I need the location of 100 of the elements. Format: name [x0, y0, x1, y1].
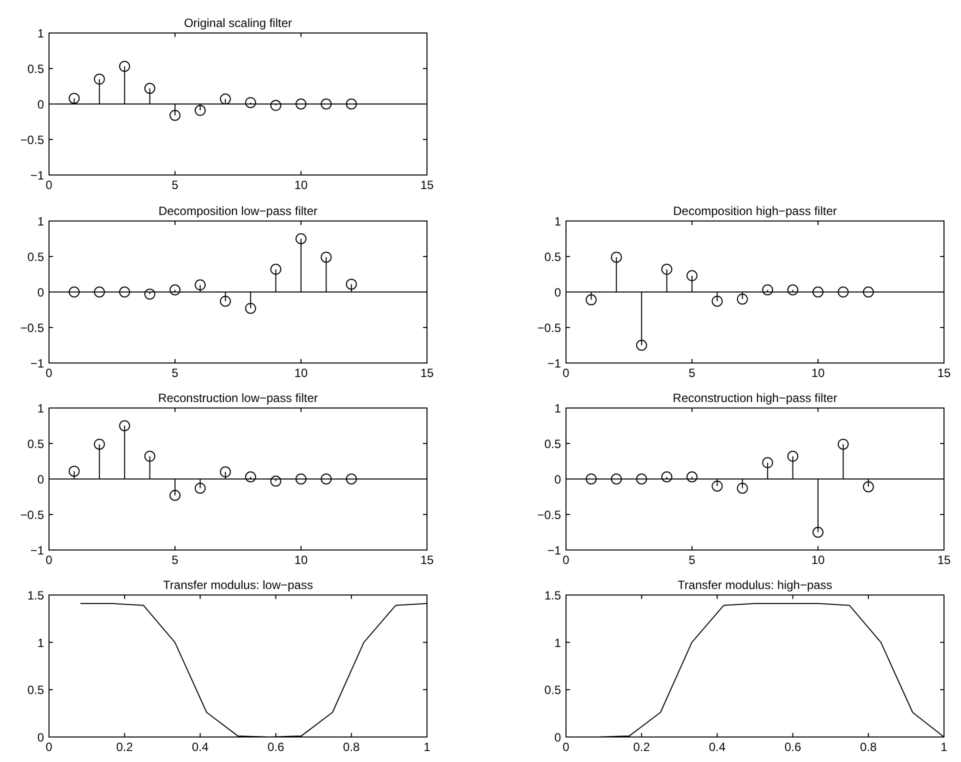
- point: [736, 482, 748, 494]
- chart-title: Transfer modulus: low−pass: [163, 578, 313, 592]
- point: [220, 296, 231, 307]
- x-tick-label: 15: [420, 366, 434, 380]
- x-tick-label: 5: [172, 553, 179, 567]
- y-tick-label: 1: [554, 402, 562, 416]
- x-tick-label: 5: [688, 366, 696, 380]
- point: [762, 457, 774, 468]
- point: [346, 474, 357, 484]
- x-tick-label: 10: [294, 553, 308, 567]
- point: [320, 474, 332, 484]
- point: [194, 104, 206, 116]
- point: [220, 94, 231, 105]
- y-tick-label: −1: [30, 168, 44, 182]
- x-tick-label: 0.8: [860, 740, 878, 754]
- point: [862, 481, 874, 492]
- x-tick-label: 0.6: [267, 740, 284, 754]
- point: [68, 286, 80, 298]
- point: [270, 476, 282, 487]
- x-tick-label: 0.4: [708, 740, 726, 754]
- x-tick-label: 5: [172, 178, 179, 192]
- point: [762, 284, 774, 296]
- point: [296, 474, 306, 484]
- point: [346, 278, 357, 290]
- point: [245, 471, 256, 482]
- x-tick-label: 10: [294, 366, 308, 380]
- x-tick-label: 1: [940, 740, 948, 754]
- point: [270, 100, 282, 111]
- x-tick-label: 0.8: [343, 740, 360, 754]
- y-tick-label: 1.5: [27, 588, 44, 602]
- y-tick-label: 0.5: [27, 683, 44, 698]
- y-tick-label: −0.5: [537, 321, 562, 335]
- point: [144, 288, 156, 300]
- x-tick-label: 0: [46, 178, 53, 192]
- chart-title: Original scaling filter: [184, 16, 292, 30]
- y-tick-label: −1: [30, 544, 44, 558]
- y-tick-label: −0.5: [20, 508, 44, 522]
- y-tick-label: 0.5: [27, 250, 44, 264]
- point: [144, 450, 156, 462]
- x-tick-label: 15: [420, 178, 434, 192]
- chart-title: Decomposition high−pass filter: [673, 204, 837, 218]
- x-tick-label: 10: [811, 553, 825, 567]
- x-tick-label: 0: [46, 740, 53, 754]
- point: [812, 526, 824, 538]
- point: [838, 286, 849, 298]
- point: [119, 286, 130, 298]
- y-tick-label: 1: [37, 402, 44, 416]
- point: [812, 286, 824, 298]
- x-tick-label: 15: [937, 553, 951, 567]
- point: [94, 74, 105, 85]
- point: [170, 284, 180, 296]
- point: [610, 252, 622, 263]
- point: [296, 98, 306, 110]
- point: [94, 286, 105, 298]
- point: [636, 474, 648, 484]
- point: [586, 294, 597, 306]
- point: [119, 420, 130, 432]
- y-tick-label: 0: [554, 730, 562, 744]
- x-tick-label: 0: [46, 366, 53, 380]
- chart-title: Decomposition low−pass filter: [158, 204, 318, 218]
- x-tick-label: 0.2: [633, 740, 650, 754]
- point: [245, 302, 256, 314]
- x-tick-label: 0.6: [784, 740, 802, 754]
- y-tick-label: 0: [554, 472, 562, 486]
- y-tick-label: 1: [554, 636, 562, 650]
- point: [712, 296, 723, 307]
- y-tick-label: 1: [37, 636, 44, 650]
- x-tick-label: 0: [562, 553, 570, 567]
- point: [296, 233, 306, 244]
- x-tick-label: 0.2: [116, 740, 134, 754]
- y-tick-label: −1: [547, 544, 562, 558]
- y-tick-label: 1: [554, 214, 562, 228]
- chart-title: Reconstruction low−pass filter: [158, 391, 318, 405]
- point: [661, 471, 672, 482]
- x-tick-label: 15: [937, 366, 951, 380]
- x-tick-label: 0: [562, 366, 570, 380]
- y-tick-label: 0: [37, 730, 44, 744]
- y-tick-label: 0: [554, 286, 562, 300]
- point: [170, 110, 180, 121]
- x-tick-label: 15: [420, 553, 434, 567]
- y-tick-label: 0: [37, 98, 44, 112]
- y-tick-label: −0.5: [20, 321, 44, 335]
- y-tick-label: 0.5: [27, 62, 44, 76]
- y-tick-label: −1: [30, 356, 44, 370]
- x-tick-label: 5: [688, 553, 696, 567]
- point: [170, 490, 180, 501]
- y-tick-label: 0.5: [544, 437, 562, 451]
- point: [736, 294, 748, 305]
- y-tick-label: 0: [37, 286, 44, 300]
- point: [245, 97, 256, 108]
- point: [320, 252, 332, 263]
- point: [661, 264, 672, 275]
- point: [94, 438, 105, 450]
- x-tick-label: 10: [811, 366, 825, 380]
- point: [119, 60, 130, 72]
- point: [686, 270, 698, 282]
- x-tick-label: 0: [562, 740, 570, 754]
- x-tick-label: 0: [46, 553, 53, 567]
- point: [194, 482, 206, 494]
- y-tick-label: 0.5: [544, 250, 562, 264]
